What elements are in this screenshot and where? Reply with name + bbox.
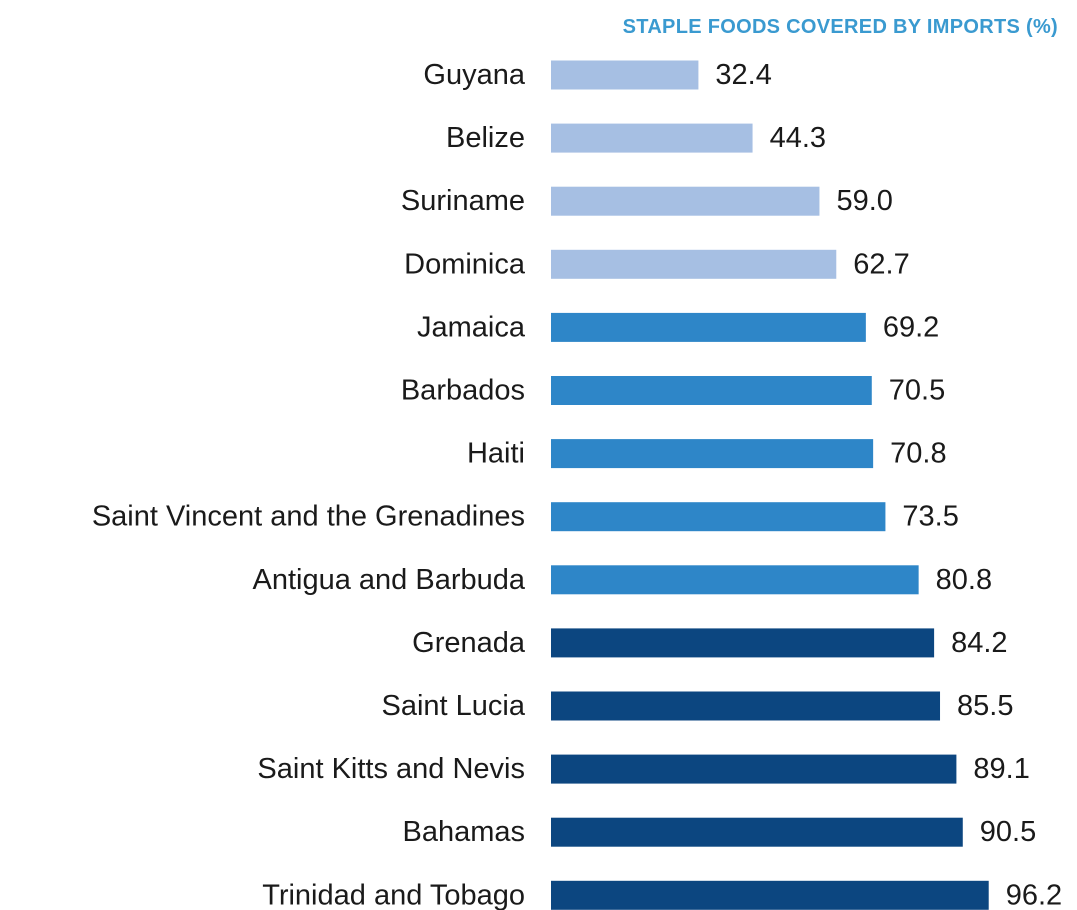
category-label: Bahamas bbox=[402, 816, 525, 848]
bars-layer: Guyana 32.4 Belize 44.3 Suriname 59.0 Dominica… bbox=[92, 59, 1062, 910]
value-label: 85.5 bbox=[957, 690, 1013, 722]
value-label: 90.5 bbox=[980, 816, 1036, 848]
category-label: Jamaica bbox=[417, 311, 526, 343]
category-label: Dominica bbox=[404, 248, 526, 280]
value-label: 84.2 bbox=[951, 627, 1007, 659]
value-label: 59.0 bbox=[836, 185, 892, 217]
category-label: Haiti bbox=[467, 438, 525, 470]
category-label: Antigua and Barbuda bbox=[253, 564, 526, 596]
chart-title: STAPLE FOODS COVERED BY IMPORTS (%) bbox=[623, 16, 1058, 38]
category-label: Barbados bbox=[401, 375, 525, 407]
bar bbox=[551, 628, 935, 658]
category-label: Saint Vincent and the Grenadines bbox=[92, 501, 525, 533]
bar bbox=[551, 186, 820, 216]
value-label: 70.8 bbox=[890, 438, 946, 470]
bar bbox=[551, 817, 963, 847]
bar bbox=[551, 502, 886, 532]
value-label: 89.1 bbox=[973, 753, 1029, 785]
value-label: 73.5 bbox=[902, 501, 958, 533]
category-label: Suriname bbox=[401, 185, 525, 217]
category-label: Grenada bbox=[412, 627, 526, 659]
bar bbox=[551, 691, 941, 721]
bar bbox=[551, 249, 837, 279]
bar bbox=[551, 60, 699, 90]
category-label: Saint Kitts and Nevis bbox=[257, 753, 525, 785]
category-label: Trinidad and Tobago bbox=[262, 879, 525, 910]
bar bbox=[551, 123, 753, 153]
value-label: 80.8 bbox=[936, 564, 992, 596]
bar bbox=[551, 565, 919, 595]
value-label: 70.5 bbox=[889, 375, 945, 407]
value-label: 44.3 bbox=[770, 122, 826, 154]
value-label: 62.7 bbox=[853, 248, 909, 280]
bar bbox=[551, 880, 989, 910]
category-label: Belize bbox=[446, 122, 525, 154]
bar bbox=[551, 754, 957, 784]
category-label: Saint Lucia bbox=[382, 690, 526, 722]
bar bbox=[551, 312, 866, 342]
value-label: 32.4 bbox=[715, 59, 771, 91]
bar bbox=[551, 376, 872, 405]
value-label: 69.2 bbox=[883, 311, 939, 343]
category-label: Guyana bbox=[423, 59, 525, 91]
value-label: 96.2 bbox=[1006, 879, 1062, 910]
bar bbox=[551, 439, 874, 469]
